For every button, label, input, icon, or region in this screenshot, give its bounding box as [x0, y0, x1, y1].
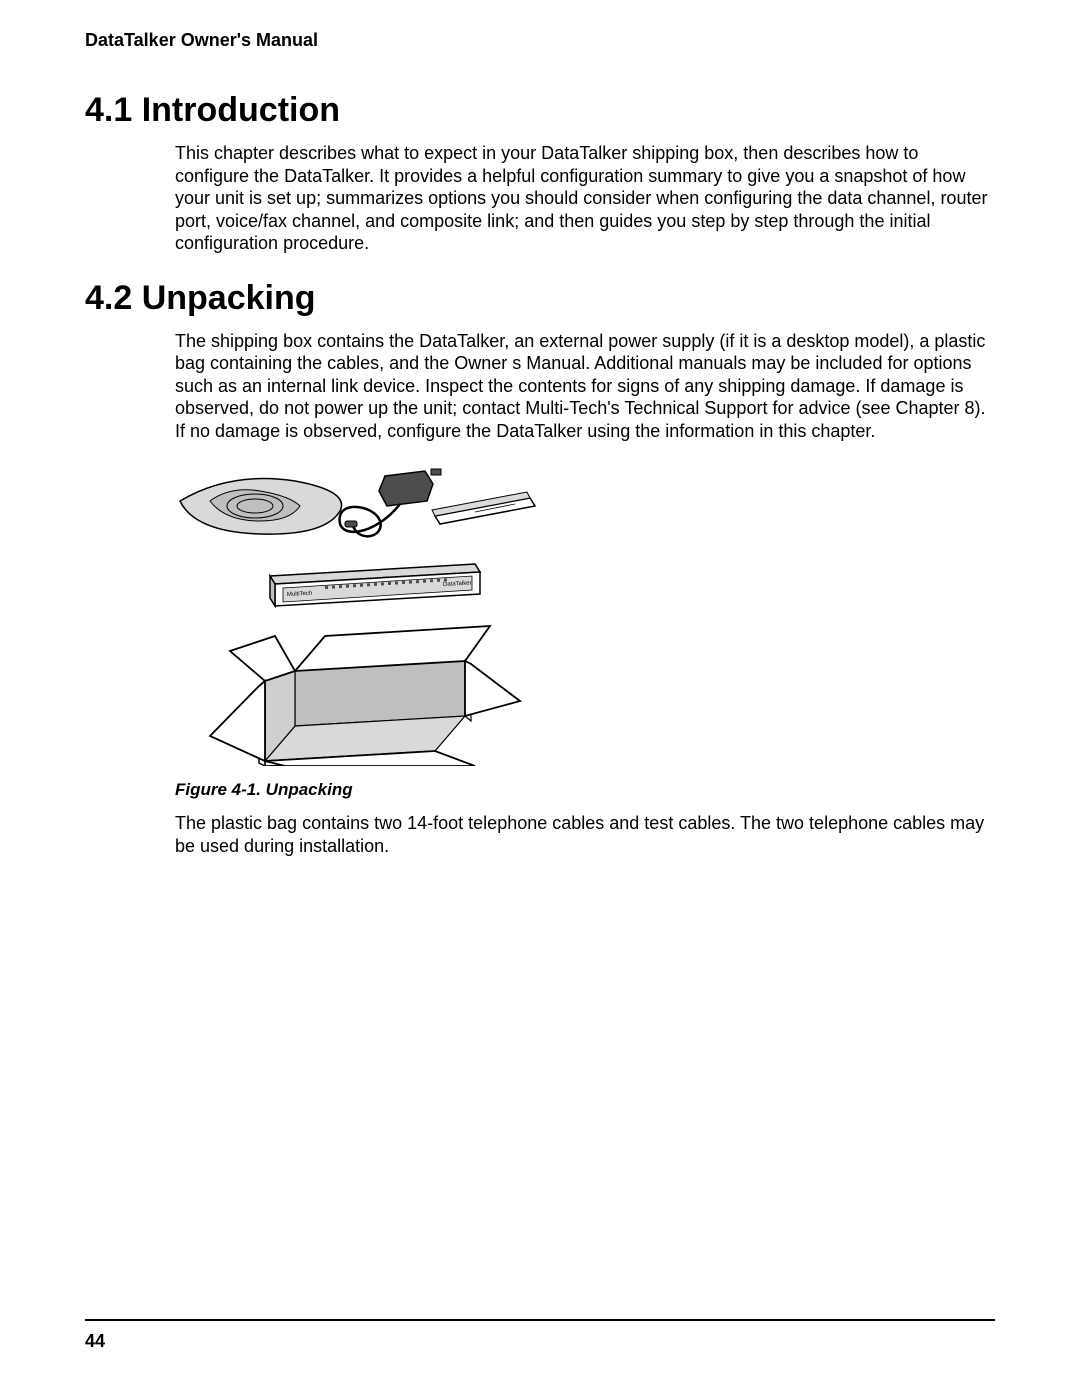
paragraph-unpacking-1: The shipping box contains the DataTalker…: [85, 330, 995, 443]
paragraph-intro: This chapter describes what to expect in…: [85, 142, 995, 255]
figure-caption: Figure 4-1. Unpacking: [85, 780, 995, 800]
unpacking-illustration: MultiTechDataTalker: [175, 466, 645, 766]
figure-unpacking: MultiTechDataTalker: [85, 466, 995, 766]
page: DataTalker Owner's Manual 4.1 Introducti…: [0, 0, 1080, 1397]
paragraph-unpacking-2: The plastic bag contains two 14-foot tel…: [85, 812, 995, 857]
page-footer: 44: [85, 1319, 995, 1352]
heading-introduction: 4.1 Introduction: [85, 91, 995, 130]
page-number: 44: [85, 1331, 105, 1351]
running-header: DataTalker Owner's Manual: [85, 30, 995, 51]
heading-unpacking: 4.2 Unpacking: [85, 279, 995, 318]
